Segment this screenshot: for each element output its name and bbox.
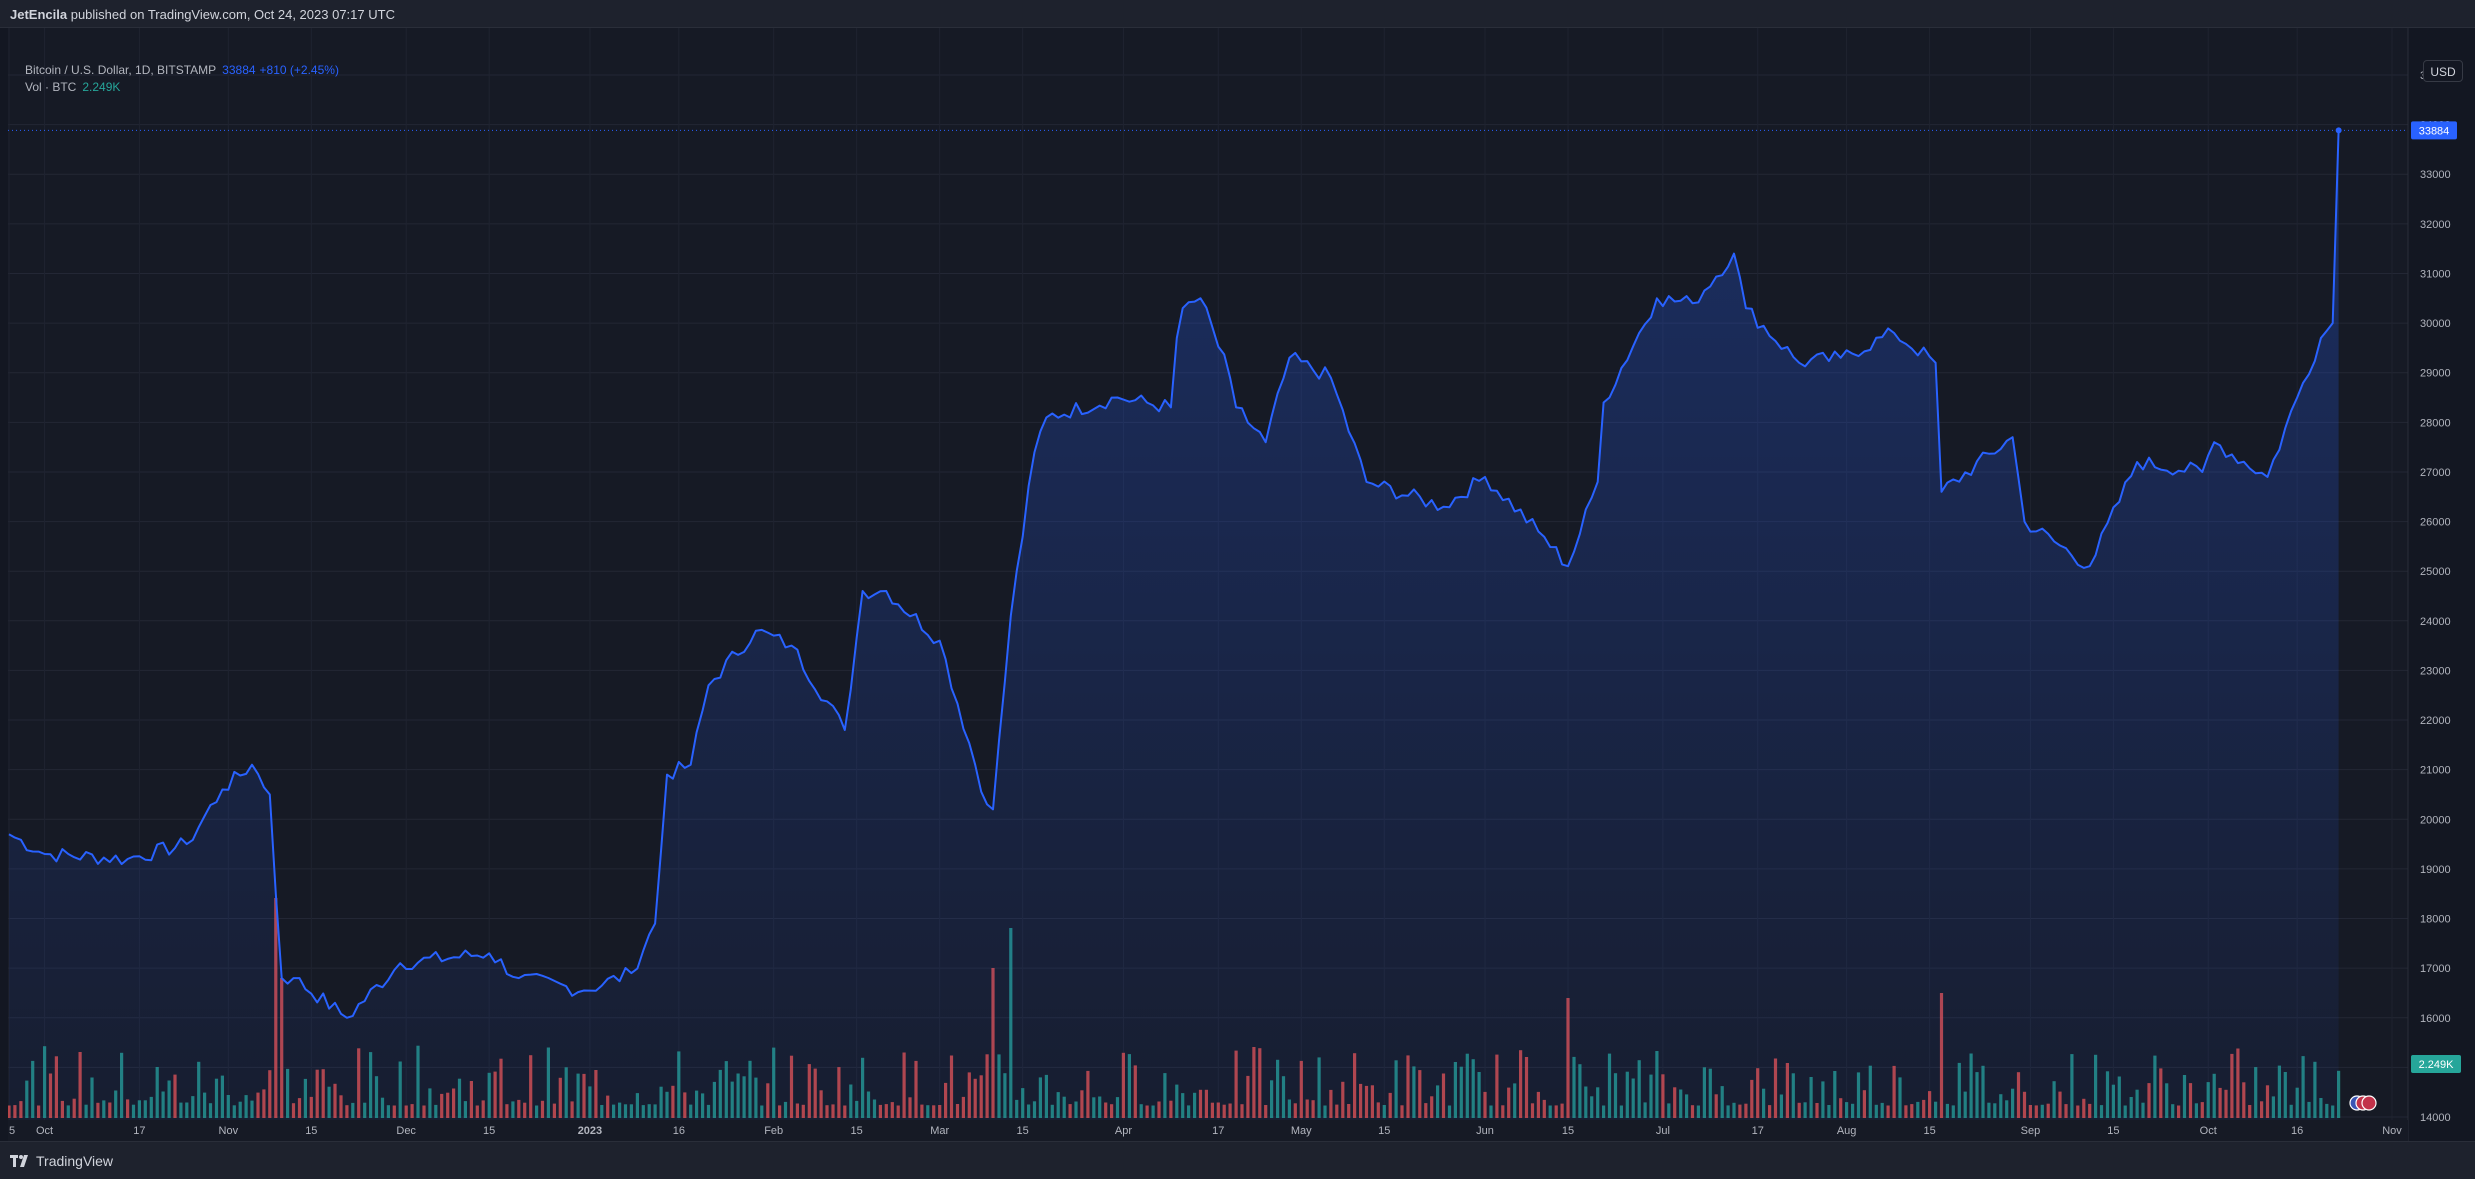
price-tick-label: 26000	[2420, 517, 2451, 529]
price-tick-label: 27000	[2420, 467, 2451, 479]
time-tick-label: 2023	[578, 1125, 602, 1137]
time-axis-bg	[8, 1120, 2408, 1141]
tradingview-logo-icon	[10, 1154, 28, 1167]
event-flag-icon	[2361, 1095, 2377, 1111]
price-tick-label: 31000	[2420, 268, 2451, 280]
time-tick-label: May	[1291, 1125, 1312, 1137]
volume-value: 2.249K	[82, 80, 121, 94]
last-volume-label: 2.249K	[2419, 1059, 2455, 1071]
time-tick-label: 17	[1212, 1125, 1224, 1137]
publish-date: published on TradingView.com, Oct 24, 20…	[70, 7, 395, 22]
publish-info: JetEncila published on TradingView.com, …	[10, 7, 395, 22]
chart-legend: Bitcoin / U.S. Dollar, 1D, BITSTAMP 33884…	[25, 62, 339, 96]
volume-row: Vol · BTC 2.249K	[25, 79, 339, 96]
time-tick-label: Apr	[1115, 1125, 1132, 1137]
price-area-fill	[9, 130, 2339, 1120]
last-value-markers: 33884 2.249K	[8, 121, 2461, 1111]
time-tick-label: Mar	[930, 1125, 949, 1137]
time-tick-label: Nov	[2382, 1125, 2402, 1137]
time-tick-label: Jul	[1656, 1125, 1670, 1137]
legend-price: 33884	[222, 63, 256, 77]
publish-bar: JetEncila published on TradingView.com, …	[0, 0, 2475, 28]
time-tick-label: 15	[483, 1125, 495, 1137]
price-tick-label: 25000	[2420, 566, 2451, 578]
time-tick-label: 15	[1924, 1125, 1936, 1137]
price-tick-label: 20000	[2420, 814, 2451, 826]
symbol-name[interactable]: Bitcoin / U.S. Dollar, 1D, BITSTAMP	[25, 63, 217, 77]
price-tick-label: 30000	[2420, 318, 2451, 330]
time-tick-label: 15	[2107, 1125, 2119, 1137]
price-tick-label: 14000	[2420, 1112, 2451, 1124]
price-tick-label: 22000	[2420, 715, 2451, 727]
last-price-label: 33884	[2419, 125, 2450, 137]
last-price-dot	[2335, 127, 2342, 134]
price-tick-label: 16000	[2420, 1013, 2451, 1025]
price-tick-label: 24000	[2420, 616, 2451, 628]
time-tick-label: Oct	[36, 1125, 53, 1137]
price-chart[interactable]: 1400015000160001700018000190002000021000…	[8, 28, 2475, 1141]
price-axis-bg	[2408, 28, 2475, 1141]
price-tick-label: 19000	[2420, 864, 2451, 876]
footer-bar: TradingView	[0, 1141, 2475, 1179]
price-tick-label: 29000	[2420, 368, 2451, 380]
chart-frame[interactable]: 1400015000160001700018000190002000021000…	[8, 28, 2475, 1141]
time-tick-label: 17	[133, 1125, 145, 1137]
time-tick-label: Dec	[396, 1125, 416, 1137]
last-price-badge	[2411, 121, 2457, 140]
price-tick-label: 28000	[2420, 417, 2451, 429]
time-tick-label: 15	[1378, 1125, 1390, 1137]
price-tick-label: 23000	[2420, 665, 2451, 677]
symbol-row: Bitcoin / U.S. Dollar, 1D, BITSTAMP 33884…	[25, 62, 339, 79]
time-tick-label: 15	[305, 1125, 317, 1137]
time-tick-label: Aug	[1837, 1125, 1857, 1137]
price-tick-label: 33000	[2420, 169, 2451, 181]
price-line	[8, 130, 2340, 1019]
time-axis: 5 Oct 17 Nov 15 Dec 15 2023 16 Feb 15 Mar 15 Apr 17 May…	[8, 1120, 2408, 1141]
footer-brand: TradingView	[36, 1153, 114, 1169]
price-tick-label: 32000	[2420, 219, 2451, 231]
volume-label[interactable]: Vol · BTC	[25, 80, 77, 94]
time-tick-label: 16	[673, 1125, 685, 1137]
tradingview-logo[interactable]: TradingView	[10, 1153, 113, 1169]
time-tick-label: 16	[2291, 1125, 2303, 1137]
legend-change: +810 (+2.45%)	[259, 63, 339, 77]
price-axis: 1400015000160001700018000190002000021000…	[2407, 28, 2475, 1141]
time-tick-label: Feb	[764, 1125, 783, 1137]
time-tick-label: Sep	[2021, 1125, 2041, 1137]
currency-button[interactable]: USD	[2423, 60, 2463, 82]
time-tick-label: 15	[1562, 1125, 1574, 1137]
time-tick-label: 15	[1017, 1125, 1029, 1137]
time-tick-label: Jun	[1476, 1125, 1494, 1137]
time-tick-label: 5	[9, 1125, 15, 1137]
price-tick-label: 21000	[2420, 765, 2451, 777]
time-tick-label: Nov	[219, 1125, 239, 1137]
price-tick-label: 18000	[2420, 914, 2451, 926]
last-volume-badge	[2411, 1055, 2461, 1073]
price-tick-label: 17000	[2420, 963, 2451, 975]
time-tick-label: 15	[851, 1125, 863, 1137]
author-name[interactable]: JetEncila	[10, 7, 68, 22]
time-tick-label: 17	[1752, 1125, 1764, 1137]
time-tick-label: Oct	[2200, 1125, 2217, 1137]
